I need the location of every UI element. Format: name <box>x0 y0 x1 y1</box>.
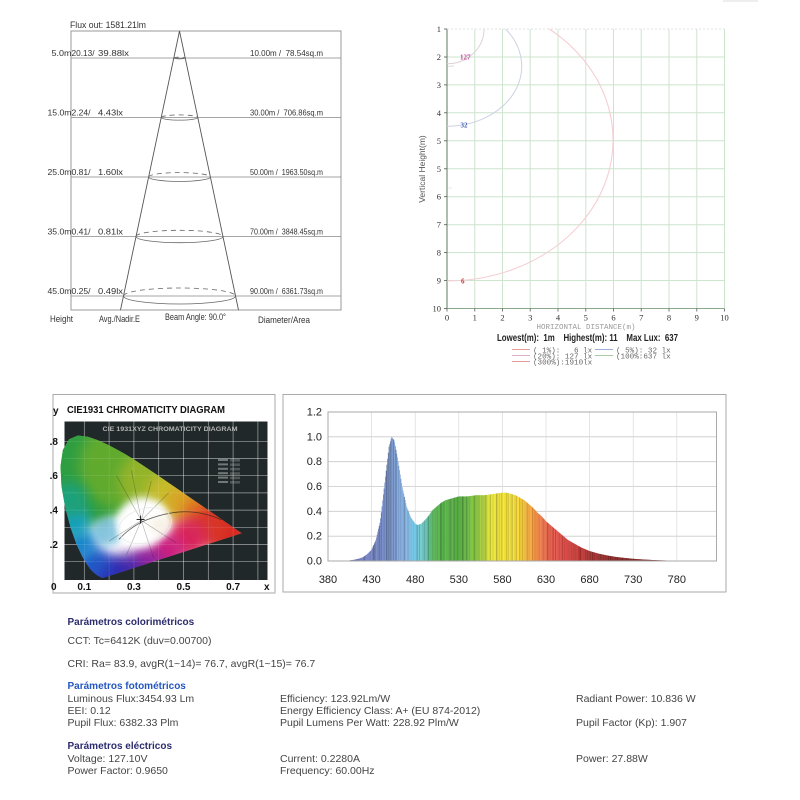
svg-text:1: 1 <box>437 24 441 34</box>
svg-text:90.00m / 6361.73sq.m: 90.00m / 6361.73sq.m <box>250 286 323 296</box>
svg-text:8: 8 <box>667 313 671 323</box>
svg-text:.8: .8 <box>50 437 59 448</box>
svg-text:Vertical Height(m): Vertical Height(m) <box>417 135 427 203</box>
svg-text:7: 7 <box>639 313 643 323</box>
svg-text:0.1: 0.1 <box>77 582 91 593</box>
svg-text:0.2: 0.2 <box>307 531 322 543</box>
svg-text:Flux out: 1581.21lm: Flux out: 1581.21lm <box>70 20 146 30</box>
svg-text:580: 580 <box>493 574 511 586</box>
svg-text:7: 7 <box>437 220 441 230</box>
svg-text:0.81lx: 0.81lx <box>98 227 124 237</box>
svg-text:9: 9 <box>695 313 699 323</box>
svg-text:0.6: 0.6 <box>307 481 322 493</box>
svg-text:0.41/: 0.41/ <box>72 227 92 237</box>
svg-text:CIE1931 CHROMATICITY DIAGRAM: CIE1931 CHROMATICITY DIAGRAM <box>67 404 225 416</box>
svg-text:.4: .4 <box>50 506 59 517</box>
svg-text:y: y <box>53 406 59 417</box>
svg-text:(300%):1910lx: (300%):1910lx <box>533 359 593 367</box>
svg-text:730: 730 <box>624 574 642 586</box>
svg-text:0.25/: 0.25/ <box>72 286 92 296</box>
svg-text:70.00m / 3848.45sq.m: 70.00m / 3848.45sq.m <box>250 227 323 237</box>
svg-text:0: 0 <box>51 582 57 593</box>
svg-text:30.00m / 706.86sq.m: 30.00m / 706.86sq.m <box>250 108 323 118</box>
svg-text:1.0: 1.0 <box>307 431 322 443</box>
svg-text:4.43lx: 4.43lx <box>98 108 124 118</box>
svg-text:50.00m / 1963.50sq.m: 50.00m / 1963.50sq.m <box>250 167 323 177</box>
svg-text:0: 0 <box>445 313 449 323</box>
svg-text:1.2: 1.2 <box>307 407 322 419</box>
svg-text:0.49lx: 0.49lx <box>98 286 124 296</box>
svg-text:15.0m: 15.0m <box>48 108 72 118</box>
svg-text:(20%): 127 lx: (20%): 127 lx <box>533 353 593 361</box>
svg-text:4: 4 <box>556 313 561 323</box>
svg-text:430: 430 <box>362 574 380 586</box>
svg-text:.2: .2 <box>50 540 59 551</box>
svg-text:10: 10 <box>720 313 729 323</box>
svg-text:5: 5 <box>437 164 441 174</box>
svg-text:20.13/: 20.13/ <box>72 48 96 58</box>
svg-text:0.4: 0.4 <box>307 506 322 518</box>
svg-text:Diameter/Area: Diameter/Area <box>258 315 310 325</box>
svg-text:480: 480 <box>406 574 424 586</box>
svg-text:630: 630 <box>537 574 555 586</box>
svg-text:0.81/: 0.81/ <box>72 167 92 177</box>
svg-text:530: 530 <box>450 574 468 586</box>
svg-text:( 1%): 6 lx: ( 1%): 6 lx <box>533 347 593 355</box>
svg-text:Height: Height <box>50 314 73 324</box>
svg-text:127: 127 <box>460 54 471 62</box>
svg-text:3: 3 <box>528 313 532 323</box>
svg-text:HORIZONTAL DISTANCE(m): HORIZONTAL DISTANCE(m) <box>536 324 635 332</box>
svg-text:5.0m: 5.0m <box>52 48 72 58</box>
svg-text:1.60lx: 1.60lx <box>98 167 124 177</box>
svg-text:32: 32 <box>461 122 469 130</box>
svg-text:2: 2 <box>437 52 441 62</box>
svg-text:380: 380 <box>319 574 337 586</box>
svg-text:Beam Angle: 90.0°: Beam Angle: 90.0° <box>165 312 226 322</box>
svg-text:2.24/: 2.24/ <box>72 108 92 118</box>
svg-text:25.0m: 25.0m <box>48 167 72 177</box>
svg-text:Avg./Nadir.E: Avg./Nadir.E <box>99 314 140 324</box>
svg-text:6: 6 <box>437 192 441 202</box>
svg-text:10.00m / 78.54sq.m: 10.00m / 78.54sq.m <box>250 48 323 58</box>
svg-text:0.3: 0.3 <box>127 582 141 593</box>
svg-text:(100%:637 lx: (100%:637 lx <box>616 353 671 361</box>
svg-text:0.0: 0.0 <box>307 556 322 568</box>
svg-text:( 5%): 32 lx: ( 5%): 32 lx <box>616 347 671 355</box>
svg-text:6: 6 <box>611 313 615 323</box>
svg-text:0.7: 0.7 <box>226 582 240 593</box>
svg-text:3: 3 <box>437 80 441 90</box>
svg-text:5: 5 <box>437 136 441 146</box>
svg-text:4: 4 <box>437 108 442 118</box>
svg-text:CIE 1931XYZ CHROMATICITY DIAGR: CIE 1931XYZ CHROMATICITY DIAGRAM <box>103 426 238 433</box>
svg-text:2: 2 <box>500 313 504 323</box>
svg-text:x: x <box>264 582 270 593</box>
svg-text:780: 780 <box>668 574 686 586</box>
svg-text:45.0m: 45.0m <box>48 286 72 296</box>
svg-text:5: 5 <box>584 313 588 323</box>
svg-text:8: 8 <box>437 248 441 258</box>
svg-text:0.5: 0.5 <box>177 582 191 593</box>
svg-text:Lowest(m): 1m Highest(m):: Lowest(m): 1m Highest(m): 11 Max Lux: 63… <box>497 333 678 344</box>
svg-text:.6: .6 <box>50 471 59 482</box>
svg-text:35.0m: 35.0m <box>48 227 72 237</box>
svg-text:0.8: 0.8 <box>307 456 322 468</box>
svg-text:680: 680 <box>580 574 598 586</box>
svg-text:39.88lx: 39.88lx <box>98 48 130 58</box>
svg-text:10: 10 <box>433 304 442 314</box>
svg-text:1: 1 <box>473 313 477 323</box>
svg-text:9: 9 <box>437 276 441 286</box>
svg-text:6: 6 <box>461 278 465 286</box>
